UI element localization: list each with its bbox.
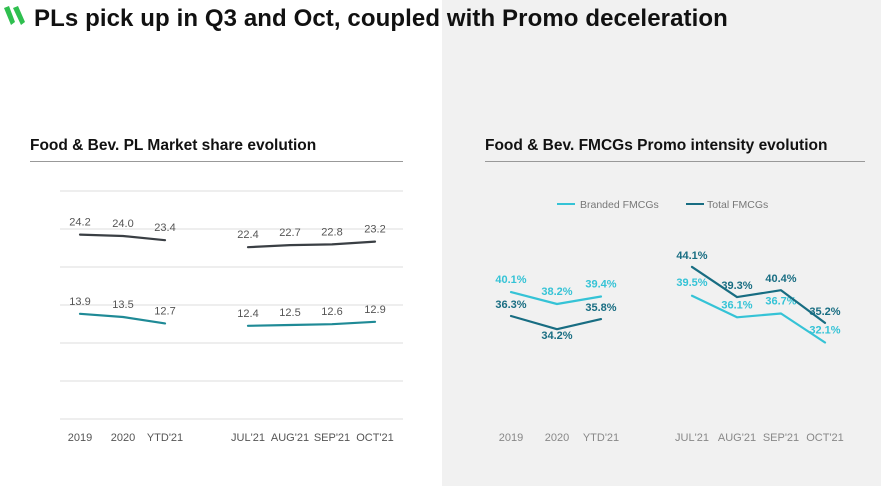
page-title: PLs pick up in Q3 and Oct, coupled with …: [34, 5, 728, 32]
data-label: 22.8: [321, 226, 342, 238]
x-tick-label: YTD'21: [583, 432, 619, 444]
data-label: 36.7%: [765, 295, 796, 307]
data-label: 39.3%: [721, 280, 752, 292]
data-label: 36.3%: [495, 299, 526, 311]
data-label: 23.2: [364, 224, 385, 236]
data-label: 13.5: [112, 299, 133, 311]
x-tick-label: SEP'21: [314, 432, 350, 444]
data-label: 38.2%: [541, 286, 572, 298]
x-tick-label: JUL'21: [231, 432, 265, 444]
series-line: [246, 320, 377, 327]
data-label: 35.2%: [809, 306, 840, 318]
data-label: 24.0: [112, 218, 133, 230]
right-panel: [442, 0, 881, 486]
data-label: 22.4: [237, 229, 258, 241]
x-tick-label: YTD'21: [147, 432, 183, 444]
pl-share-chart-title: Food & Bev. PL Market share evolution: [30, 137, 317, 154]
x-tick-label: SEP'21: [763, 432, 799, 444]
data-label: 24.2: [69, 217, 90, 229]
x-tick-label: OCT'21: [806, 432, 844, 444]
x-tick-label: AUG'21: [271, 432, 309, 444]
x-tick-label: 2020: [111, 432, 135, 444]
series-line: [246, 240, 377, 249]
data-label: 35.8%: [585, 302, 616, 314]
data-label: 13.9: [69, 296, 90, 308]
series-line: [509, 291, 603, 306]
data-label: 12.9: [364, 304, 385, 316]
series-line: [690, 294, 827, 344]
legend-label: Total FMCGs: [707, 199, 768, 211]
data-label: 39.5%: [676, 277, 707, 289]
data-label: 36.1%: [721, 299, 752, 311]
data-label: 34.2%: [541, 330, 572, 342]
data-label: 22.7: [279, 227, 300, 239]
promo-title-rule: [485, 161, 865, 162]
x-tick-label: OCT'21: [356, 432, 394, 444]
x-tick-label: 2019: [499, 432, 523, 444]
series-line: [78, 312, 167, 325]
data-label: 12.6: [321, 306, 342, 318]
data-label: 32.1%: [809, 324, 840, 336]
x-tick-label: 2019: [68, 432, 92, 444]
legend-label: Branded FMCGs: [580, 199, 659, 211]
data-label: 40.4%: [765, 273, 796, 285]
series-line: [78, 233, 167, 242]
x-tick-label: 2020: [545, 432, 569, 444]
pl-share-chart: 24.2 24.0 23.4 22.4 22.7 22.8 23.2 13.9 13.5 12.7…: [60, 190, 403, 444]
data-label: 12.5: [279, 307, 300, 319]
data-label: 23.4: [154, 222, 175, 234]
series-line: [509, 314, 603, 331]
x-tick-label: AUG'21: [718, 432, 756, 444]
data-label: 39.4%: [585, 278, 616, 290]
promo-chart-title: Food & Bev. FMCGs Promo intensity evolut…: [485, 137, 828, 154]
pl-share-title-rule: [30, 161, 403, 162]
data-label: 12.7: [154, 305, 175, 317]
data-label: 44.1%: [676, 250, 707, 262]
data-label: 40.1%: [495, 274, 526, 286]
series-line: [690, 265, 827, 324]
data-label: 12.4: [237, 308, 258, 320]
brand-logo-icon: [4, 6, 25, 25]
x-tick-label: JUL'21: [675, 432, 709, 444]
